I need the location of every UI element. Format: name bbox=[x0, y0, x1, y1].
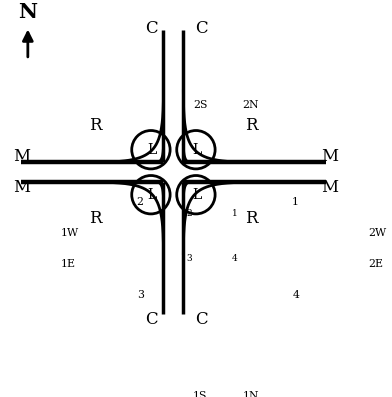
Text: R: R bbox=[245, 210, 257, 227]
Text: L: L bbox=[147, 188, 156, 202]
Text: R: R bbox=[245, 118, 257, 135]
Text: M: M bbox=[321, 148, 338, 165]
Text: C: C bbox=[195, 20, 207, 37]
Text: R: R bbox=[89, 118, 102, 135]
Text: 1N: 1N bbox=[243, 391, 259, 397]
Text: 1W: 1W bbox=[61, 228, 79, 238]
Text: 1S: 1S bbox=[193, 391, 207, 397]
Text: L: L bbox=[147, 143, 156, 157]
Text: 2E: 2E bbox=[368, 258, 383, 268]
Text: M: M bbox=[321, 179, 338, 196]
Text: 1: 1 bbox=[232, 209, 238, 218]
Text: M: M bbox=[13, 179, 30, 196]
Text: 2: 2 bbox=[187, 209, 192, 218]
Text: L: L bbox=[192, 143, 201, 157]
Text: C: C bbox=[195, 311, 207, 328]
Text: M: M bbox=[13, 148, 30, 165]
Text: 3: 3 bbox=[137, 290, 144, 300]
Text: C: C bbox=[145, 20, 158, 37]
Text: 4: 4 bbox=[232, 254, 238, 263]
Text: R: R bbox=[89, 210, 102, 227]
Text: 4: 4 bbox=[292, 290, 299, 300]
Text: 1E: 1E bbox=[61, 258, 76, 268]
Text: N: N bbox=[18, 2, 37, 22]
Text: 2S: 2S bbox=[193, 100, 207, 110]
Text: 2W: 2W bbox=[368, 228, 387, 238]
Text: 1: 1 bbox=[292, 197, 299, 207]
Text: L: L bbox=[192, 188, 201, 202]
Text: C: C bbox=[145, 311, 158, 328]
Text: 2N: 2N bbox=[243, 100, 259, 110]
Text: 2: 2 bbox=[137, 197, 144, 207]
Text: 3: 3 bbox=[187, 254, 192, 263]
